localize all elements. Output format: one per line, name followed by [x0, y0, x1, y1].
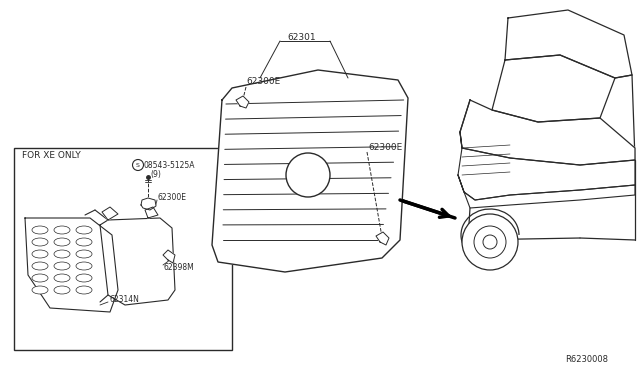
Ellipse shape — [76, 262, 92, 270]
Text: 62314N: 62314N — [110, 295, 140, 305]
Text: R6230008: R6230008 — [565, 356, 608, 365]
Ellipse shape — [54, 226, 70, 234]
Circle shape — [286, 153, 330, 197]
Polygon shape — [236, 96, 249, 108]
Text: 62300E: 62300E — [368, 142, 403, 151]
Polygon shape — [25, 218, 118, 312]
Circle shape — [132, 160, 143, 170]
Text: 08543-5125A: 08543-5125A — [144, 160, 195, 170]
Polygon shape — [376, 232, 389, 245]
Text: S: S — [136, 163, 140, 168]
Ellipse shape — [76, 226, 92, 234]
Polygon shape — [492, 55, 615, 122]
Ellipse shape — [32, 274, 48, 282]
Ellipse shape — [54, 262, 70, 270]
Polygon shape — [458, 175, 635, 208]
Ellipse shape — [76, 238, 92, 246]
Polygon shape — [163, 250, 175, 263]
Polygon shape — [212, 70, 408, 272]
Ellipse shape — [32, 286, 48, 294]
Text: 62398M: 62398M — [164, 263, 195, 273]
Ellipse shape — [32, 250, 48, 258]
Ellipse shape — [54, 250, 70, 258]
Text: 62301: 62301 — [288, 32, 316, 42]
Text: 62300E: 62300E — [246, 77, 280, 87]
Bar — [14, 148, 232, 350]
Ellipse shape — [32, 262, 48, 270]
Polygon shape — [505, 10, 632, 78]
Ellipse shape — [54, 274, 70, 282]
Polygon shape — [100, 218, 175, 305]
Ellipse shape — [76, 286, 92, 294]
Ellipse shape — [54, 238, 70, 246]
Circle shape — [483, 235, 497, 249]
Ellipse shape — [32, 226, 48, 234]
Polygon shape — [102, 207, 118, 220]
Ellipse shape — [76, 250, 92, 258]
Ellipse shape — [54, 286, 70, 294]
Ellipse shape — [32, 238, 48, 246]
Text: FOR XE ONLY: FOR XE ONLY — [22, 151, 81, 160]
Polygon shape — [460, 100, 635, 165]
Polygon shape — [145, 207, 158, 218]
Polygon shape — [458, 132, 635, 200]
Ellipse shape — [76, 274, 92, 282]
Polygon shape — [141, 198, 156, 210]
Circle shape — [474, 226, 506, 258]
Text: (9): (9) — [150, 170, 161, 179]
Circle shape — [462, 214, 518, 270]
Text: 62300E: 62300E — [158, 192, 187, 202]
